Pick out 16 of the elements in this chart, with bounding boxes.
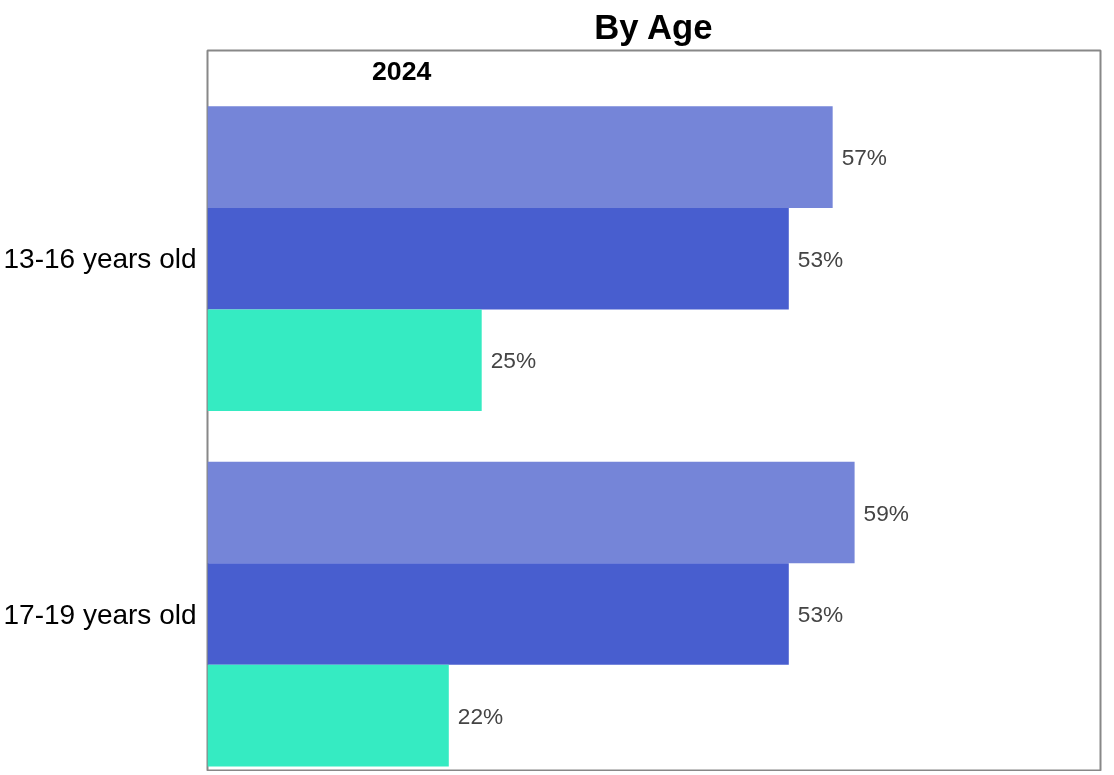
data-label: 59% xyxy=(863,499,909,526)
data-label: 53% xyxy=(797,245,844,272)
data-label: 57% xyxy=(841,144,888,171)
y-tick-label: 17-19 years old xyxy=(3,598,197,630)
bar xyxy=(207,106,833,208)
data-label: 22% xyxy=(457,702,504,729)
data-label: 25% xyxy=(490,347,537,374)
y-tick-label: 13-16 years old xyxy=(3,243,197,275)
bar xyxy=(207,461,855,564)
chart-title: By Age xyxy=(594,7,713,46)
bar xyxy=(207,563,789,665)
bar xyxy=(207,207,789,310)
chart-subtitle: 2024 xyxy=(371,55,432,86)
bar xyxy=(207,664,449,767)
data-label: 53% xyxy=(797,601,844,628)
bar xyxy=(207,309,482,411)
